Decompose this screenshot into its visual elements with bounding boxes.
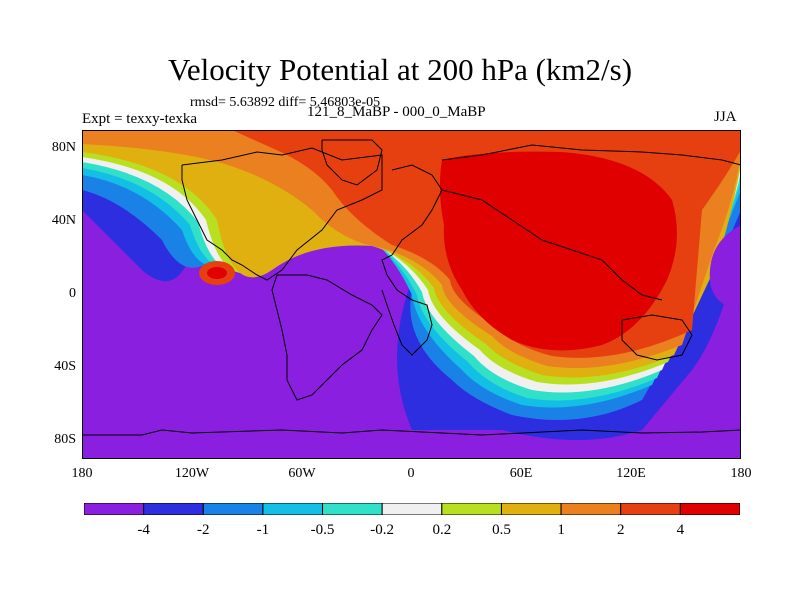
colorbar-label: -0.2 (370, 522, 395, 538)
lon-tick: 60E (509, 466, 533, 481)
colorbar-swatch (560, 503, 622, 515)
colorbar-label: -2 (197, 522, 210, 538)
colorbar-swatch (441, 503, 502, 515)
colorbar-label: 1 (557, 522, 565, 538)
colorbar-label: 0.5 (492, 522, 511, 538)
lat-tick: 40N (51, 213, 76, 228)
field-purple-east (709, 225, 741, 310)
colorbar-label: 0.2 (432, 522, 452, 538)
lon-tick: 0 (407, 466, 415, 481)
lon-tick: 180 (71, 466, 93, 481)
colorbar (84, 503, 740, 515)
lon-tick: 60W (288, 466, 316, 481)
colorbar-label: -4 (137, 522, 150, 538)
map-frame (82, 130, 741, 459)
colorbar-swatch (620, 503, 681, 515)
colorbar-swatch (679, 503, 740, 515)
lat-tick: 40S (54, 359, 76, 374)
colorbar-swatch (84, 503, 145, 515)
runs-label: 121_8_MaBP - 000_0_MaBP (307, 104, 486, 120)
colorbar-swatch (262, 503, 324, 515)
lon-tick: 180 (730, 466, 752, 481)
lat-tick: 80N (51, 140, 76, 155)
stats-line: rmsd= 5.63892 diff= 5.46803e-05 (190, 95, 381, 110)
experiment-label: Expt = texxy-texka (82, 111, 198, 127)
coastlines (82, 139, 741, 436)
colorbar-swatch (322, 503, 383, 515)
lat-tick: 0 (69, 286, 76, 301)
field-red-blob-core (207, 267, 227, 279)
plot-title: Velocity Potential at 200 hPa (km2/s) (167, 52, 633, 87)
velocity-potential-map (82, 130, 741, 459)
field-red (439, 151, 677, 351)
colorbar-label: 4 (676, 522, 685, 538)
colorbar-swatch (381, 503, 443, 515)
season-label: JJA (714, 109, 737, 125)
lon-tick: 120W (174, 466, 210, 481)
colorbar-label: -1 (256, 522, 270, 538)
colorbar-label: 2 (616, 522, 625, 538)
colorbar-label: -0.5 (310, 522, 335, 538)
lat-tick: 80S (54, 432, 76, 447)
colorbar-swatch (143, 503, 204, 515)
colorbar-swatch (202, 503, 264, 515)
colorbar-swatch (500, 503, 562, 515)
lon-tick: 120E (616, 466, 646, 481)
